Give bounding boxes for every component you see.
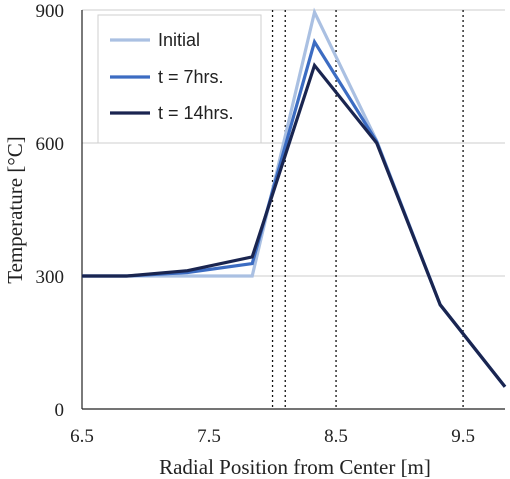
axes-layer (81, 10, 505, 410)
legend-label: t = 14hrs. (158, 103, 234, 123)
y-tick-label: 300 (36, 267, 65, 288)
x-tick-label: 7.5 (197, 426, 221, 447)
x-axis-title: Radial Position from Center [m] (159, 455, 431, 479)
legend-label: Initial (158, 30, 200, 50)
tick-label-layer: 6.5 7.5 8.5 9.5 0 300 600 900 (36, 1, 475, 447)
y-tick-label: 900 (36, 1, 65, 22)
y-axis-title: Temperature [°C] (3, 136, 27, 283)
legend-label: t = 7hrs. (158, 67, 224, 87)
y-tick-label: 600 (36, 134, 65, 155)
legend: Initial t = 7hrs. t = 14hrs. (97, 14, 262, 144)
x-tick-label: 8.5 (324, 426, 348, 447)
series-layer (82, 7, 507, 388)
legend-box (97, 14, 262, 144)
y-tick-label: 0 (55, 400, 65, 421)
x-tick-label: 6.5 (70, 426, 94, 447)
x-tick-label: 9.5 (451, 426, 475, 447)
series-line-3 (82, 62, 507, 388)
